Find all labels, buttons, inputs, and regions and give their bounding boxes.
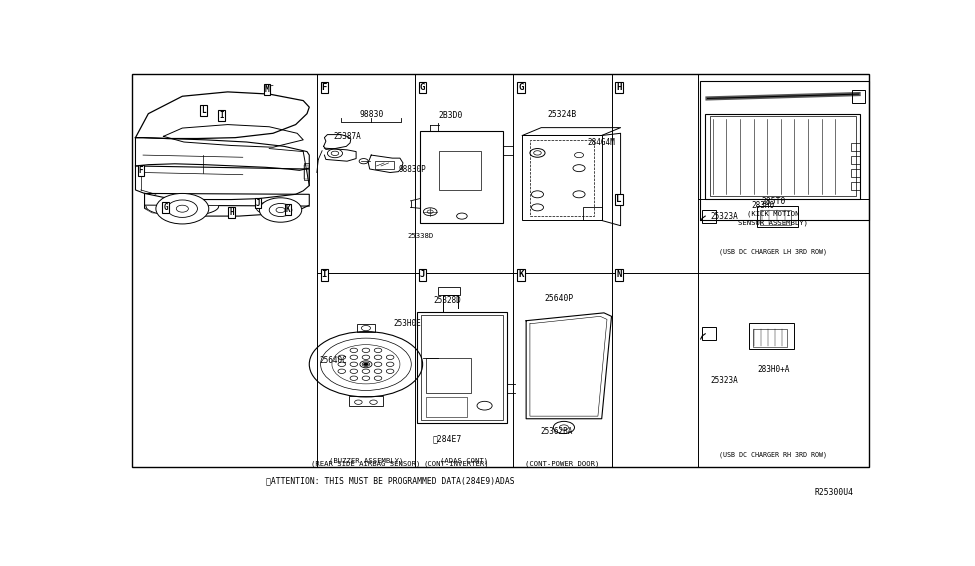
- Text: 25323A: 25323A: [710, 212, 738, 221]
- Text: 25640C: 25640C: [320, 356, 348, 365]
- Bar: [757, 206, 799, 227]
- Circle shape: [364, 363, 369, 366]
- Text: H: H: [229, 208, 234, 217]
- Bar: [851, 182, 860, 190]
- Bar: [426, 358, 471, 393]
- Bar: [438, 287, 460, 295]
- Polygon shape: [144, 194, 309, 216]
- Polygon shape: [136, 138, 309, 170]
- Text: J: J: [420, 271, 425, 280]
- Text: H: H: [616, 83, 622, 92]
- Bar: [851, 156, 860, 164]
- Text: (USB DC CHARGER RH 3RD ROW): (USB DC CHARGER RH 3RD ROW): [720, 451, 827, 458]
- Text: J: J: [255, 199, 260, 208]
- Text: F: F: [138, 166, 143, 175]
- Text: (BUZZER ASSEMBLY): (BUZZER ASSEMBLY): [329, 458, 403, 464]
- Circle shape: [269, 203, 292, 217]
- Text: 284G4M: 284G4M: [587, 138, 615, 147]
- Text: (KICK MOTION: (KICK MOTION: [747, 211, 800, 217]
- Bar: [375, 161, 394, 169]
- Bar: [583, 207, 602, 220]
- Text: N: N: [616, 271, 622, 280]
- Text: 25328D: 25328D: [433, 295, 460, 305]
- Bar: [349, 396, 382, 406]
- Bar: [419, 131, 503, 222]
- Text: 25338D: 25338D: [408, 233, 434, 239]
- Text: 98830P: 98830P: [399, 165, 426, 174]
- Bar: [426, 397, 467, 417]
- Bar: [710, 116, 856, 196]
- Text: SENSOR ASSEMBLY): SENSOR ASSEMBLY): [738, 220, 808, 226]
- Bar: [416, 312, 507, 423]
- Text: 25640P: 25640P: [544, 294, 573, 303]
- Circle shape: [156, 194, 209, 224]
- Bar: [749, 323, 795, 349]
- Text: 2B3D0: 2B3D0: [439, 112, 463, 121]
- Polygon shape: [136, 166, 309, 200]
- Text: 25323A: 25323A: [710, 376, 738, 385]
- Bar: [357, 324, 375, 332]
- Text: 253H0E: 253H0E: [394, 319, 421, 328]
- Text: 25387A: 25387A: [333, 132, 361, 141]
- Text: I: I: [219, 112, 224, 121]
- Polygon shape: [256, 201, 300, 216]
- Text: R25300U4: R25300U4: [814, 488, 853, 498]
- Circle shape: [168, 200, 197, 217]
- Bar: [702, 327, 716, 340]
- Text: ※284E7: ※284E7: [432, 434, 461, 443]
- Text: L: L: [616, 195, 622, 204]
- Bar: [304, 165, 308, 179]
- Bar: [753, 328, 787, 347]
- Text: K: K: [518, 271, 524, 280]
- Text: (ADAS CONT): (ADAS CONT): [440, 458, 488, 464]
- Text: (CONT-INVERTER): (CONT-INVERTER): [424, 460, 489, 467]
- Text: G: G: [420, 83, 425, 92]
- Bar: [700, 81, 869, 220]
- Text: 25362BA: 25362BA: [540, 427, 572, 436]
- Text: 25324B: 25324B: [548, 110, 577, 119]
- Text: ※ATTENTION: THIS MUST BE PROGRAMMED DATA(284E9)ADAS: ※ATTENTION: THIS MUST BE PROGRAMMED DATA…: [266, 477, 515, 486]
- Bar: [851, 143, 860, 151]
- Bar: [439, 151, 481, 190]
- Text: K: K: [286, 205, 291, 214]
- Text: 285T0: 285T0: [761, 197, 786, 206]
- Bar: [760, 209, 791, 225]
- Polygon shape: [146, 207, 218, 216]
- Text: 283H0+A: 283H0+A: [757, 365, 790, 374]
- Text: G: G: [518, 83, 524, 92]
- Circle shape: [259, 198, 301, 222]
- Polygon shape: [136, 92, 309, 139]
- Text: 98830: 98830: [359, 110, 383, 119]
- Text: L: L: [201, 106, 206, 115]
- Bar: [421, 315, 503, 421]
- Text: (USB DC CHARGER LH 3RD ROW): (USB DC CHARGER LH 3RD ROW): [720, 248, 827, 255]
- Text: (REAR SIDE AIRBAG SENSOR): (REAR SIDE AIRBAG SENSOR): [311, 460, 420, 467]
- Bar: [304, 163, 309, 181]
- Text: 283H0: 283H0: [751, 201, 774, 210]
- Bar: [852, 89, 866, 103]
- Text: G: G: [164, 203, 168, 212]
- Text: M: M: [264, 85, 269, 94]
- Text: I: I: [322, 271, 327, 280]
- Bar: [530, 140, 594, 216]
- Bar: [702, 209, 716, 222]
- Bar: [523, 135, 602, 220]
- Text: F: F: [322, 83, 327, 92]
- Text: (CONT-POWER DOOR): (CONT-POWER DOOR): [526, 460, 600, 467]
- Bar: [851, 169, 860, 177]
- Bar: [705, 114, 860, 199]
